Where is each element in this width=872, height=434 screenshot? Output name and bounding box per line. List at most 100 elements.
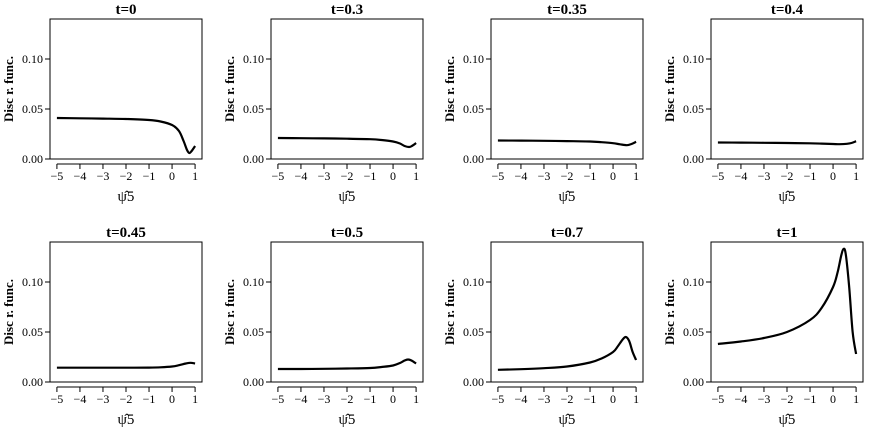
x-tick-label: 0 [830, 392, 836, 406]
x-tick-label: 1 [192, 392, 198, 406]
y-tick-label: 0.05 [22, 325, 43, 339]
y-tick-label: 0.00 [683, 375, 704, 389]
series-line [56, 116, 197, 155]
panel-title: t=0.4 [771, 2, 804, 18]
x-tick-label: −5 [492, 169, 505, 183]
y-tick-label: 0.10 [22, 52, 43, 66]
y-tick-label: 0.05 [243, 102, 264, 116]
x-tick-label: −2 [120, 169, 133, 183]
x-tick-label: 0 [610, 392, 616, 406]
chart-panel-3: t=0.35 0.00 0.05 0.10 Disc r. func. −5 −4 −3 −2−… [442, 2, 644, 205]
panel-title: t=0.7 [551, 225, 584, 241]
y-tick-label: 0.00 [463, 375, 484, 389]
chart-panel-1: t=0 0.00 0.05 0.10 Disc r. func. −5 −4 −3 −2 −1 0 1… [1, 2, 203, 205]
y-axis-label: Disc r. func. [662, 56, 677, 122]
chart-panel-7: t=0.7 0.00 0.05 0.10 Disc r. func. −5 −4 −3 −2 −1… [442, 225, 644, 428]
y-axis-label: Disc r. func. [442, 279, 457, 345]
plot-frame [710, 241, 864, 383]
y-tick-label: 0.00 [22, 375, 43, 389]
x-tick-label: −2 [561, 169, 574, 183]
x-tick-label: −4 [295, 392, 308, 406]
x-tick-label: 1 [853, 392, 859, 406]
x-tick-label: −1 [804, 169, 817, 183]
x-tick-label: −5 [712, 169, 725, 183]
y-tick-label: 0.00 [463, 152, 484, 166]
x-tick-label: −5 [272, 169, 285, 183]
plot-frame [270, 18, 424, 160]
x-tick-label: 1 [633, 392, 639, 406]
x-tick-label: −4 [295, 169, 308, 183]
x-axis-label: ψ̂5 [559, 189, 576, 205]
x-axis-label: ψ̂5 [118, 189, 135, 205]
x-tick-label: −5 [492, 392, 505, 406]
x-tick-label: −2 [781, 169, 794, 183]
y-tick-label: 0.05 [243, 325, 264, 339]
x-tick-label: 1 [413, 169, 419, 183]
chart-panel-6: t=0.5 0.00 0.05 0.10 Disc r. func. −5 −4 −3 −2 −1… [222, 225, 424, 428]
x-tick-label: −1 [364, 169, 377, 183]
y-axis-label: Disc r. func. [442, 56, 457, 122]
series-line [277, 358, 417, 371]
x-tick-label: −1 [584, 169, 597, 183]
x-tick-label: −3 [97, 169, 110, 183]
plot-frame [49, 18, 203, 160]
plot-frame [270, 241, 424, 383]
y-tick-label: 0.10 [243, 275, 264, 289]
x-tick-label: 1 [633, 169, 639, 183]
plot-frame [710, 18, 864, 160]
x-tick-label: −3 [318, 169, 331, 183]
x-tick-label: −5 [272, 392, 285, 406]
panel-title: t=0.3 [331, 2, 363, 18]
x-tick-label: −4 [735, 169, 748, 183]
series-line [277, 136, 417, 149]
x-axis-label: ψ̂5 [339, 412, 356, 428]
x-tick-label: 1 [192, 169, 198, 183]
x-tick-label: −5 [51, 392, 64, 406]
x-tick-label: −1 [584, 392, 597, 406]
x-tick-label: −3 [538, 392, 551, 406]
panel-title: t=0.35 [547, 2, 587, 18]
x-tick-label: 0 [830, 169, 836, 183]
panel-title: t=1 [776, 225, 797, 241]
y-tick-label: 0.10 [243, 52, 264, 66]
series-line [717, 140, 857, 146]
x-tick-label: −1 [804, 392, 817, 406]
plot-frame [490, 18, 644, 160]
y-tick-label: 0.10 [463, 52, 484, 66]
x-tick-label: −3 [758, 392, 771, 406]
x-tick-label: −4 [74, 169, 87, 183]
x-tick-label: 0 [169, 392, 175, 406]
y-tick-label: 0.10 [683, 52, 704, 66]
x-tick-label: 1 [853, 169, 859, 183]
y-tick-label: 0.05 [683, 102, 704, 116]
x-tick-label: −3 [318, 392, 331, 406]
series-line [497, 335, 638, 371]
series-line [497, 139, 637, 147]
x-tick-label: 1 [413, 392, 419, 406]
x-tick-label: −2 [341, 392, 354, 406]
y-axis-label: Disc r. func. [1, 56, 16, 122]
y-axis-label: Disc r. func. [222, 56, 237, 122]
x-tick-label: −3 [97, 392, 110, 406]
x-tick-label: −3 [758, 169, 771, 183]
x-tick-label: 0 [169, 169, 175, 183]
x-tick-label: −1 [143, 169, 156, 183]
x-axis-label: ψ̂5 [559, 412, 576, 428]
panel-title: t=0.5 [331, 225, 363, 241]
y-tick-label: 0.00 [683, 152, 704, 166]
x-tick-label: 0 [390, 169, 396, 183]
x-tick-label: −4 [515, 392, 528, 406]
chart-panel-4: t=0.4 0.00 0.05 0.10 Disc r. func. −5 −4 −3 −2 −1… [662, 2, 864, 205]
x-tick-label: −1 [364, 392, 377, 406]
chart-panel-5: t=0.45 0.00 0.05 0.10 Disc r. func. −5 −4 −3 −2−… [1, 225, 203, 428]
x-tick-label: −2 [781, 392, 794, 406]
x-axis-label: ψ̂5 [779, 189, 796, 205]
y-tick-label: 0.05 [683, 325, 704, 339]
x-tick-label: −4 [735, 392, 748, 406]
y-tick-label: 0.00 [243, 375, 264, 389]
y-tick-label: 0.05 [463, 325, 484, 339]
y-tick-label: 0.10 [463, 275, 484, 289]
x-tick-label: −5 [51, 169, 64, 183]
y-tick-label: 0.05 [22, 102, 43, 116]
y-axis-label: Disc r. func. [222, 279, 237, 345]
